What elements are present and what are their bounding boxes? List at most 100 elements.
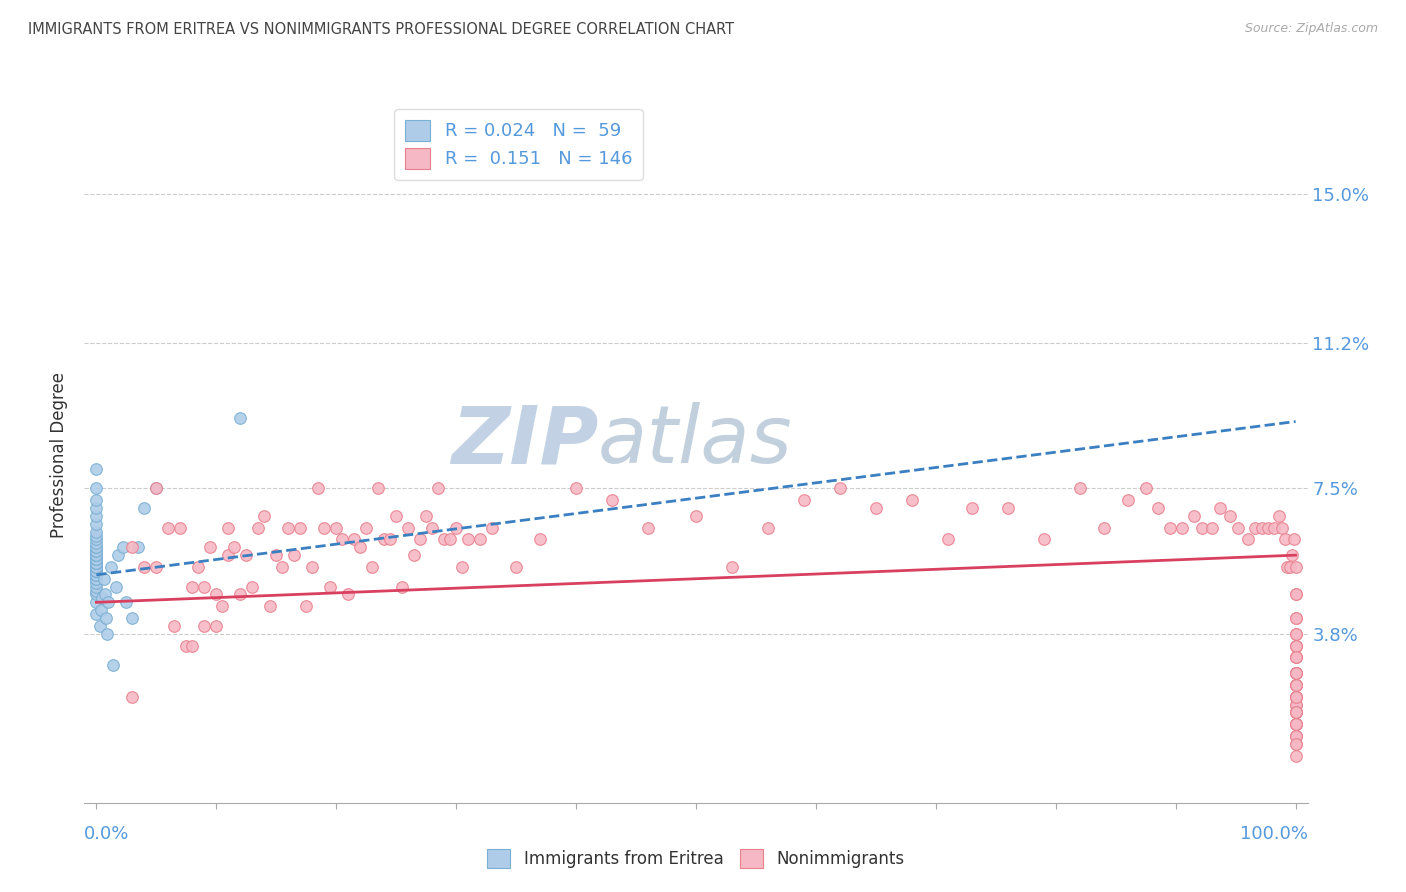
Point (211, 599, 233, 614)
Point (86, 595, 108, 609)
Point (94, 611, 117, 625)
Point (307, 481, 329, 495)
Point (1284, 650, 1306, 665)
Point (1284, 678, 1306, 692)
Point (349, 541, 371, 555)
Point (145, 481, 167, 495)
Point (253, 508, 276, 523)
Point (1284, 611, 1306, 625)
Point (1201, 521, 1223, 535)
Point (163, 619, 186, 633)
Point (107, 548, 129, 562)
Point (1032, 533, 1054, 547)
Point (319, 580, 342, 594)
Point (134, 500, 156, 515)
Point (86, 508, 108, 523)
Point (86, 556, 108, 570)
Point (415, 508, 437, 523)
Point (264, 548, 287, 562)
Point (451, 560, 474, 574)
Point (86, 524, 108, 539)
Point (271, 560, 294, 574)
Point (86, 461, 108, 475)
Text: 100.0%: 100.0% (1240, 825, 1308, 843)
Point (1284, 698, 1306, 712)
Point (115, 595, 138, 609)
Text: Source: ZipAtlas.com: Source: ZipAtlas.com (1244, 22, 1378, 36)
Point (181, 639, 204, 653)
Point (97, 595, 120, 609)
Point (1284, 706, 1306, 720)
Point (1191, 521, 1213, 535)
Point (1284, 706, 1306, 720)
Point (86, 560, 108, 574)
Point (1284, 678, 1306, 692)
Point (1219, 508, 1241, 523)
Point (1284, 737, 1306, 751)
Point (1116, 493, 1139, 508)
Point (420, 521, 443, 535)
Point (157, 521, 180, 535)
Point (86, 583, 108, 598)
Point (1284, 690, 1306, 704)
Point (100, 560, 122, 574)
Point (1227, 521, 1250, 535)
Point (86, 580, 108, 594)
Point (86, 560, 108, 574)
Point (1092, 521, 1115, 535)
Point (1284, 690, 1306, 704)
Point (224, 541, 246, 555)
Point (1274, 533, 1296, 547)
Point (409, 533, 432, 547)
Text: ZIP: ZIP (451, 402, 598, 480)
Point (200, 541, 222, 555)
Point (91, 591, 114, 606)
Point (529, 533, 551, 547)
Point (505, 560, 527, 574)
Point (86, 564, 108, 578)
Point (86, 560, 108, 574)
Point (86, 493, 108, 508)
Point (86, 541, 108, 555)
Point (1257, 521, 1279, 535)
Point (396, 521, 419, 535)
Point (1284, 639, 1306, 653)
Point (468, 533, 491, 547)
Point (685, 508, 707, 523)
Point (217, 548, 239, 562)
Point (439, 533, 461, 547)
Point (1284, 729, 1306, 743)
Point (1284, 560, 1306, 574)
Point (1284, 690, 1306, 704)
Point (1284, 717, 1306, 731)
Point (187, 560, 209, 574)
Point (134, 560, 156, 574)
Point (1069, 481, 1091, 495)
Point (1284, 690, 1306, 704)
Point (174, 639, 197, 653)
Point (901, 493, 924, 508)
Point (217, 521, 239, 535)
Point (229, 587, 252, 601)
Point (86, 536, 108, 550)
Point (1284, 611, 1306, 625)
Point (1268, 508, 1291, 523)
Point (121, 611, 143, 625)
Point (960, 500, 983, 515)
Point (235, 548, 257, 562)
Point (457, 533, 479, 547)
Point (1284, 627, 1306, 641)
Point (86, 572, 108, 586)
Point (86, 528, 108, 542)
Point (427, 481, 450, 495)
Point (1243, 521, 1265, 535)
Point (361, 560, 384, 574)
Point (301, 560, 323, 574)
Point (121, 690, 143, 704)
Point (96, 627, 118, 641)
Point (793, 493, 815, 508)
Point (205, 619, 228, 633)
Point (1263, 521, 1285, 535)
Point (391, 580, 413, 594)
Point (247, 521, 270, 535)
